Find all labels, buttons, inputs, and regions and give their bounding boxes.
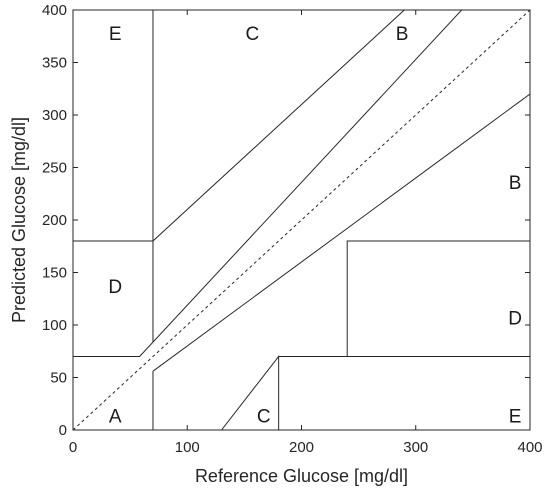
x-tick-label: 400 — [517, 439, 542, 456]
y-tick-label: 400 — [42, 2, 67, 19]
y-tick-label: 300 — [42, 107, 67, 124]
zone-label-b: B — [396, 24, 409, 45]
x-tick-label: 100 — [175, 439, 200, 456]
plot-frame — [72, 9, 531, 431]
zone-boundary-line — [152, 93, 530, 372]
zone-boundary-line — [152, 10, 405, 342]
y-tick-label: 100 — [42, 317, 67, 334]
zone-label-d: D — [108, 277, 122, 298]
zone-boundary-line — [73, 10, 463, 357]
x-tick-label: 300 — [403, 439, 428, 456]
zone-label-d: D — [508, 309, 522, 330]
zone-label-e: E — [509, 406, 522, 427]
zone-label-c: C — [246, 24, 260, 45]
x-axis-label: Reference Glucose [mg/dl] — [195, 466, 408, 486]
y-axis-label: Predicted Glucose [mg/dl] — [9, 117, 29, 323]
y-tick-label: 150 — [42, 265, 67, 282]
y-axis-ticks: 0 50 100 150 200 250 300 350 400 — [42, 2, 530, 439]
y-tick-label: 50 — [50, 370, 67, 387]
zone-label-e: E — [109, 24, 122, 45]
y-tick-label: 250 — [42, 160, 67, 177]
zone-boundary-line — [346, 240, 530, 357]
zone-label-b: B — [509, 173, 522, 194]
x-tick-label: 200 — [289, 439, 314, 456]
y-tick-label: 350 — [42, 55, 67, 72]
zone-label-a: A — [109, 406, 122, 427]
x-tick-label: 0 — [69, 439, 77, 456]
identity-line-group — [72, 9, 531, 431]
zone-boundaries — [73, 10, 530, 430]
zone-label-c: C — [257, 406, 271, 427]
zone-labels: E C B B D D A C E — [108, 24, 522, 427]
y-tick-label: 0 — [59, 422, 67, 439]
x-axis-ticks: 0 100 200 300 400 — [69, 10, 543, 456]
identity-line — [72, 9, 531, 431]
y-tick-label: 200 — [42, 212, 67, 229]
